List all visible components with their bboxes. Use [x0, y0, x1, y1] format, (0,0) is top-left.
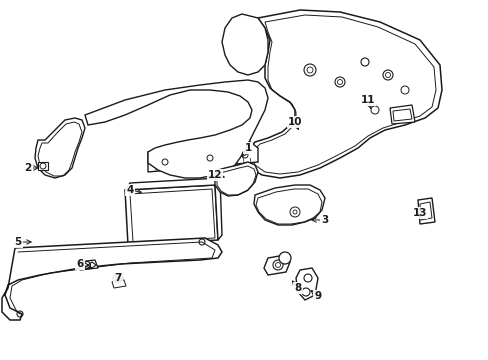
Polygon shape: [264, 255, 289, 275]
Polygon shape: [417, 198, 434, 224]
Text: 8: 8: [294, 283, 301, 293]
Polygon shape: [244, 10, 441, 178]
Text: 11: 11: [360, 95, 374, 105]
Text: 3: 3: [321, 215, 328, 225]
Polygon shape: [2, 238, 222, 320]
Text: 5: 5: [14, 237, 21, 247]
Polygon shape: [38, 162, 48, 170]
Polygon shape: [78, 260, 98, 270]
Polygon shape: [253, 185, 325, 225]
Text: 7: 7: [114, 273, 122, 283]
Text: 13: 13: [412, 208, 427, 218]
Text: 12: 12: [207, 170, 222, 180]
Polygon shape: [222, 14, 267, 75]
Text: 9: 9: [314, 291, 321, 301]
Text: 6: 6: [76, 259, 83, 269]
Polygon shape: [389, 105, 414, 124]
Polygon shape: [125, 185, 218, 245]
Polygon shape: [85, 80, 267, 178]
Polygon shape: [295, 268, 317, 300]
Polygon shape: [215, 178, 222, 240]
Text: 10: 10: [287, 117, 302, 127]
Polygon shape: [125, 178, 220, 190]
Polygon shape: [215, 162, 258, 196]
Polygon shape: [35, 118, 85, 178]
Polygon shape: [112, 280, 126, 288]
Circle shape: [279, 252, 290, 264]
Polygon shape: [148, 140, 258, 172]
Text: 2: 2: [24, 163, 32, 173]
Text: 4: 4: [126, 185, 133, 195]
Text: 1: 1: [244, 143, 251, 153]
